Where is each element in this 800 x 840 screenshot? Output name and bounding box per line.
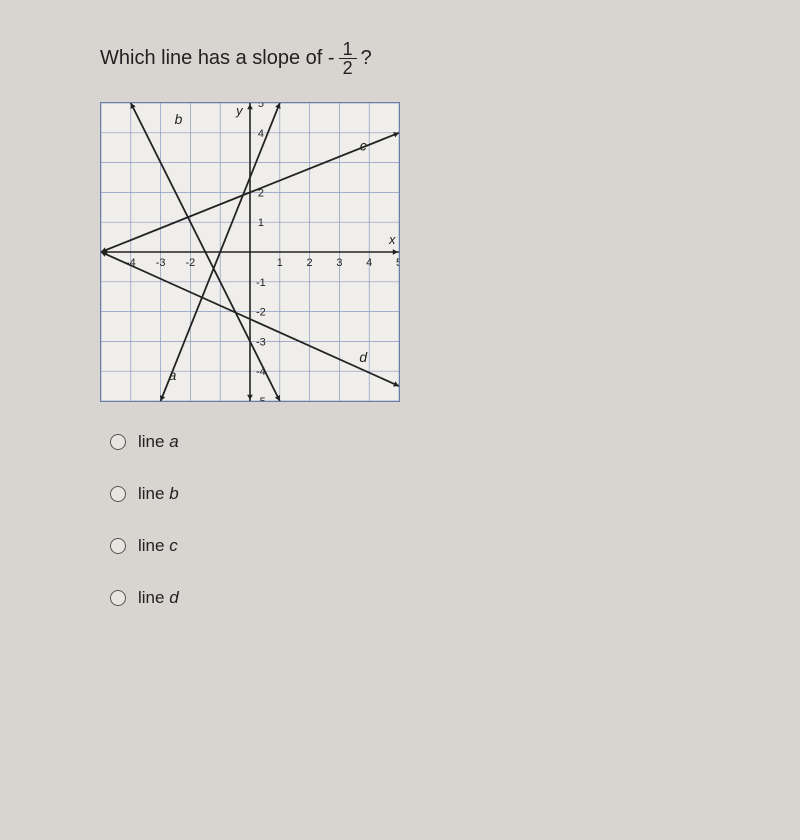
graph-svg: 12345-4-3-21245-1-2-3-4-5xyabcd [101, 103, 399, 401]
option-b[interactable]: line b [110, 484, 700, 504]
svg-text:1: 1 [258, 217, 264, 229]
fraction: 1 2 [339, 40, 357, 77]
svg-text:y: y [235, 103, 244, 118]
option-label-d: line d [138, 588, 179, 608]
svg-text:-2: -2 [186, 257, 196, 269]
option-d[interactable]: line d [110, 588, 700, 608]
option-letter: c [169, 536, 178, 555]
question-before: Which line has a slope of - [100, 47, 335, 70]
svg-text:a: a [169, 367, 177, 383]
svg-text:5: 5 [396, 257, 399, 269]
svg-text:1: 1 [277, 257, 283, 269]
svg-text:-1: -1 [256, 277, 266, 289]
svg-text:x: x [388, 232, 396, 247]
svg-text:-2: -2 [256, 307, 266, 319]
option-a[interactable]: line a [110, 432, 700, 452]
fraction-denominator: 2 [339, 59, 357, 77]
option-letter: b [169, 484, 178, 503]
svg-text:-3: -3 [156, 257, 166, 269]
graph: 12345-4-3-21245-1-2-3-4-5xyabcd [100, 102, 400, 402]
svg-text:5: 5 [258, 103, 264, 110]
radio-c[interactable] [110, 538, 126, 554]
svg-text:2: 2 [307, 257, 313, 269]
svg-text:4: 4 [258, 128, 264, 140]
option-label-a: line a [138, 432, 179, 452]
svg-text:3: 3 [336, 257, 342, 269]
option-prefix: line [138, 432, 169, 451]
question-text: Which line has a slope of - 1 2 ? [100, 40, 700, 77]
radio-a[interactable] [110, 434, 126, 450]
option-label-c: line c [138, 536, 178, 556]
svg-text:-5: -5 [256, 396, 266, 401]
svg-text:d: d [359, 349, 368, 365]
option-letter: a [169, 432, 178, 451]
svg-text:-3: -3 [256, 336, 266, 348]
question-after: ? [361, 47, 372, 70]
fraction-numerator: 1 [339, 40, 357, 59]
option-c[interactable]: line c [110, 536, 700, 556]
svg-text:4: 4 [366, 257, 372, 269]
radio-d[interactable] [110, 590, 126, 606]
option-prefix: line [138, 588, 169, 607]
radio-b[interactable] [110, 486, 126, 502]
svg-text:b: b [175, 111, 183, 127]
option-label-b: line b [138, 484, 179, 504]
option-prefix: line [138, 536, 169, 555]
options-group: line a line b line c line d [100, 432, 700, 608]
svg-text:c: c [360, 138, 367, 154]
option-letter: d [169, 588, 178, 607]
option-prefix: line [138, 484, 169, 503]
